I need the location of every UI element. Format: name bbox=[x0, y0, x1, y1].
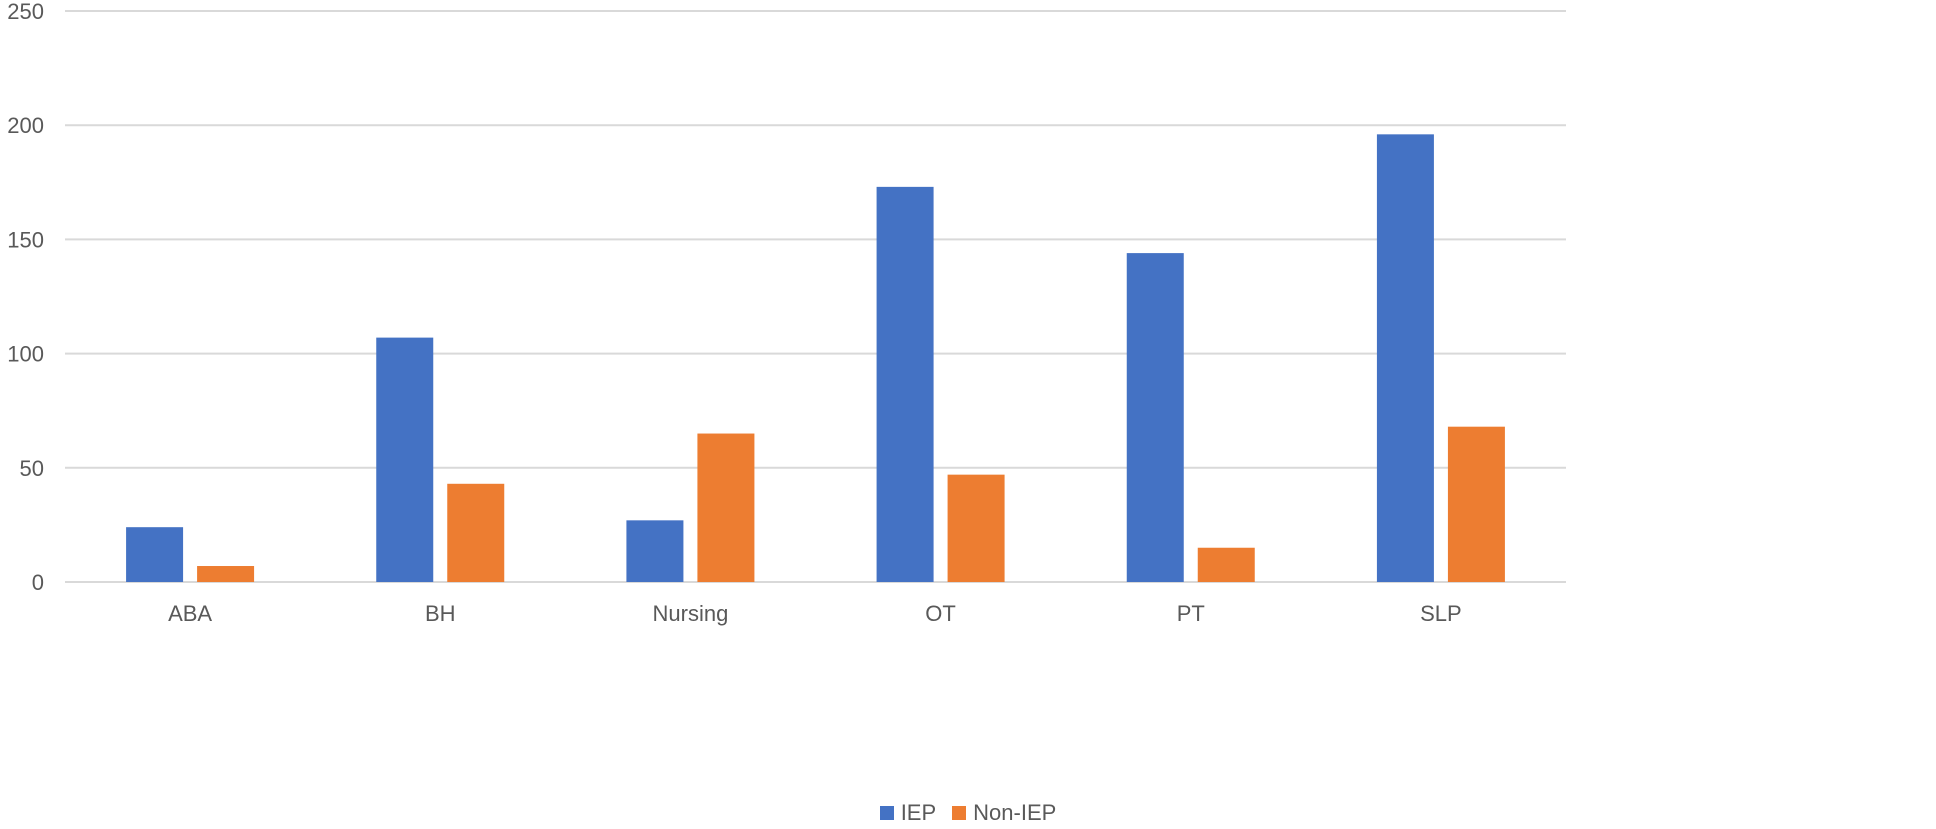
gridlines bbox=[65, 10, 1566, 583]
legend: IEP Non-IEP bbox=[0, 800, 1936, 826]
legend-item-iep: IEP bbox=[879, 800, 937, 826]
bar-iep-ot bbox=[876, 186, 934, 583]
legend-item-non-iep: Non-IEP bbox=[952, 800, 1056, 826]
legend-swatch-iep bbox=[879, 806, 894, 820]
x-tick-label-pt: PT bbox=[1177, 601, 1205, 626]
bars bbox=[126, 134, 1505, 583]
bar-non-iep-ot bbox=[947, 474, 1005, 582]
y-tick-label-0: 0 bbox=[32, 570, 44, 595]
legend-label-iep: IEP bbox=[900, 800, 937, 825]
bar-non-iep-slp bbox=[1447, 426, 1505, 582]
y-tick-label-200: 200 bbox=[7, 113, 44, 138]
x-tick-label-bh: BH bbox=[425, 601, 456, 626]
bar-iep-nursing bbox=[626, 520, 684, 582]
bar-chart: 0 50 100 150 200 250 ABA BH Nursing OT PT SLP bbox=[7, 0, 1566, 626]
x-tick-label-nursing: Nursing bbox=[653, 601, 729, 626]
x-axis: ABA BH Nursing OT PT SLP bbox=[168, 601, 1462, 626]
x-tick-label-slp: SLP bbox=[1420, 601, 1462, 626]
bar-iep-slp bbox=[1376, 134, 1434, 582]
legend-label-non-iep: Non-IEP bbox=[973, 800, 1057, 825]
y-tick-label-250: 250 bbox=[7, 0, 44, 24]
bar-non-iep-nursing bbox=[697, 433, 755, 582]
x-tick-label-aba: ABA bbox=[168, 601, 212, 626]
y-axis: 0 50 100 150 200 250 bbox=[7, 0, 44, 595]
y-tick-label-100: 100 bbox=[7, 342, 44, 367]
x-tick-label-ot: OT bbox=[925, 601, 956, 626]
bar-iep-bh bbox=[376, 337, 434, 582]
bar-non-iep-bh bbox=[447, 483, 505, 582]
bar-non-iep-pt bbox=[1197, 547, 1255, 582]
y-tick-label-50: 50 bbox=[20, 456, 44, 481]
bar-iep-pt bbox=[1126, 253, 1184, 582]
y-tick-label-150: 150 bbox=[7, 227, 44, 252]
bar-iep-aba bbox=[126, 527, 184, 582]
legend-swatch-non-iep bbox=[952, 806, 967, 820]
bar-non-iep-aba bbox=[197, 566, 255, 582]
